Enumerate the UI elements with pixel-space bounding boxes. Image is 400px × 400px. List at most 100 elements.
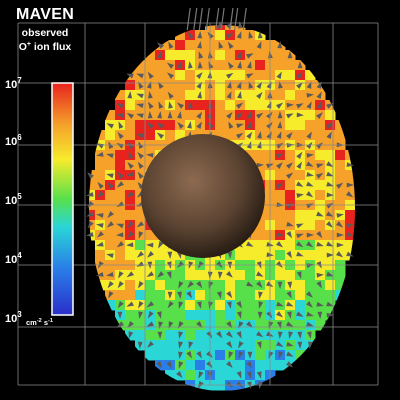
flux-cell <box>165 350 176 361</box>
flux-arrow-icon <box>236 132 244 139</box>
flux-arrow-icon <box>216 261 223 268</box>
flux-arrow-icon <box>296 233 304 239</box>
flux-arrow-icon <box>316 231 323 239</box>
flux-arrow-icon <box>147 341 154 348</box>
flux-cell <box>125 290 136 301</box>
flux-arrow-icon <box>306 241 314 248</box>
flux-arrow-icon <box>228 121 234 129</box>
flux-arrow-icon <box>276 261 283 268</box>
flux-cell <box>275 190 286 201</box>
flux-arrow-icon <box>326 171 334 177</box>
flux-cell <box>345 240 355 251</box>
flux-cell <box>185 40 196 51</box>
flux-arrow-icon <box>126 242 134 248</box>
flux-cell <box>125 250 136 261</box>
flux-cell <box>285 90 296 101</box>
flux-cell <box>125 280 136 291</box>
flux-cell <box>305 220 316 231</box>
flux-arrow-icon <box>296 311 304 317</box>
flux-arrow-icon <box>276 202 284 207</box>
flux-arrow-icon <box>326 192 334 198</box>
flux-cell <box>225 310 236 321</box>
flux-cell <box>95 130 106 141</box>
flux-arrow-icon <box>326 221 333 228</box>
flux-cell <box>165 80 176 91</box>
flux-arrow-icon <box>238 351 244 359</box>
flux-cell <box>155 290 166 301</box>
flux-arrow-icon <box>286 301 294 307</box>
flux-arrow-icon <box>256 162 264 168</box>
flux-arrow-icon <box>156 271 164 278</box>
flux-arrow-icon <box>286 143 294 148</box>
flux-arrow-icon <box>256 81 263 89</box>
flux-arrow-icon <box>236 102 244 109</box>
flux-cell <box>305 70 316 81</box>
flux-arrow-icon <box>287 51 293 59</box>
flux-cell <box>225 370 236 381</box>
flux-arrow-icon <box>197 41 202 49</box>
flux-arrow-icon <box>196 281 203 289</box>
flux-arrow-icon <box>268 51 273 59</box>
flux-arrow-icon <box>86 211 94 217</box>
flux-arrow-icon <box>286 172 294 179</box>
flux-cell <box>215 350 226 361</box>
flux-arrow-icon <box>168 41 174 49</box>
flux-cell <box>145 60 156 71</box>
flux-arrow-icon <box>256 341 262 349</box>
flux-arrow-icon <box>246 371 252 379</box>
flux-arrow-icon <box>177 122 184 129</box>
flux-arrow-icon <box>166 62 174 69</box>
flux-arrow-icon <box>326 211 334 217</box>
flux-arrow-icon <box>346 191 354 198</box>
flux-arrow-icon <box>286 321 294 327</box>
flux-arrow-icon <box>326 252 334 258</box>
flux-arrow-icon <box>246 131 253 139</box>
flux-arrow-icon <box>127 321 134 329</box>
flux-arrow-icon <box>296 161 302 169</box>
flux-arrow-icon <box>166 271 172 279</box>
flux-arrow-icon <box>336 251 344 258</box>
flux-cell <box>225 130 236 141</box>
flux-arrow-icon <box>167 301 174 309</box>
flux-arrow-icon <box>257 311 263 319</box>
flux-arrow-icon <box>276 311 284 318</box>
flux-arrow-icon <box>227 41 234 49</box>
flux-cell <box>275 220 286 231</box>
flux-arrow-icon <box>247 111 252 119</box>
flux-arrow-icon <box>306 171 314 177</box>
flux-arrow-icon <box>126 191 134 198</box>
flux-arrow-icon <box>226 321 233 329</box>
flux-arrow-icon <box>326 241 334 247</box>
flux-cell <box>335 160 346 171</box>
flux-arrow-icon <box>296 151 303 159</box>
flux-cell <box>195 290 206 301</box>
flux-cell <box>125 80 136 91</box>
flux-arrow-icon <box>106 272 114 277</box>
flux-cell <box>145 350 156 361</box>
flux-arrow-icon <box>236 371 242 379</box>
flux-cell <box>165 340 176 351</box>
flux-cell <box>195 360 206 371</box>
outflow-arrow-icon <box>242 7 247 31</box>
flux-arrow-icon <box>137 171 144 179</box>
flux-arrow-icon <box>87 201 94 209</box>
flux-arrow-icon <box>117 301 124 309</box>
flux-arrow-icon <box>97 181 104 189</box>
flux-cell <box>125 310 136 321</box>
flux-arrow-icon <box>87 172 94 179</box>
flux-arrow-icon <box>137 281 144 289</box>
flux-arrow-icon <box>226 381 234 388</box>
flux-arrow-icon <box>226 32 234 39</box>
flux-cell <box>175 70 186 81</box>
flux-cell <box>105 300 116 311</box>
flux-arrow-icon <box>197 91 203 99</box>
flux-arrow-icon <box>196 321 203 329</box>
flux-arrow-icon <box>306 301 313 308</box>
flux-arrow-icon <box>167 251 173 259</box>
outflow-arrow-icon <box>229 7 234 31</box>
flux-cell <box>275 210 286 221</box>
flux-arrow-icon <box>297 331 303 339</box>
flux-arrow-icon <box>236 311 242 319</box>
flux-cell <box>285 70 296 81</box>
flux-arrow-icon <box>336 221 344 228</box>
